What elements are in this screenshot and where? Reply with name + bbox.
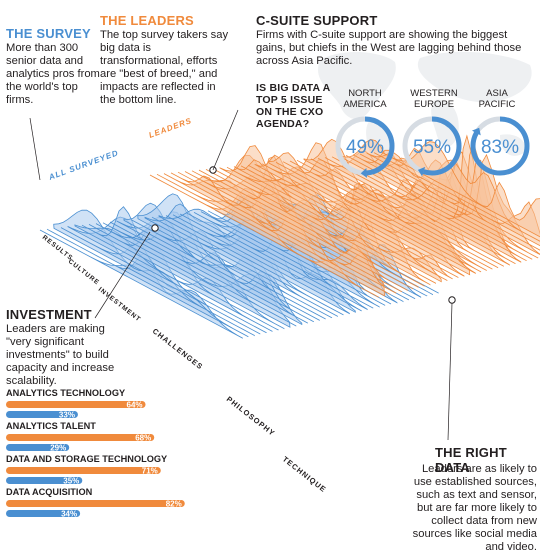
- investment-text: Leaders are making "very significant inv…: [6, 323, 115, 387]
- bar-leaders-2: [6, 467, 161, 474]
- bar-value-label-all-surveyed-0: 33%: [59, 410, 75, 419]
- ridge-series-label-all-surveyed: ALL SURVEYED: [47, 148, 120, 182]
- bar-all-surveyed-1: [6, 444, 70, 451]
- bar-value-label-leaders-1: 68%: [135, 433, 151, 442]
- donut-arrow-1: [417, 166, 426, 177]
- csuite-text: Firms with C-suite support are showing t…: [256, 29, 522, 67]
- bar-category-label-1: ANALYTICS TALENT: [6, 421, 96, 431]
- donut-arc-1: [402, 116, 462, 176]
- region-label-north-america: NORTH AMERICA: [343, 88, 387, 110]
- leaders-text: The top survey takers say big data is tr…: [100, 29, 229, 106]
- bar-value-label-leaders-2: 71%: [142, 466, 158, 475]
- bar-category-label-0: ANALYTICS TECHNOLOGY: [6, 388, 125, 398]
- donut-value-label-1: 55%: [413, 137, 451, 158]
- investment-title: INVESTMENT: [6, 307, 92, 322]
- ridge-category-label-results: RESULTS: [41, 234, 74, 262]
- donut-arc-0: [335, 116, 395, 176]
- ridge-category-label-challenges: CHALLENGES: [151, 326, 205, 371]
- bar-all-surveyed-2: [6, 477, 83, 484]
- cxo-question: IS BIG DATA A TOP 5 ISSUE ON THE CXO AGE…: [256, 82, 330, 130]
- ridge-category-label-culture: CULTURE: [67, 258, 101, 287]
- bar-all-surveyed-0: [6, 411, 78, 418]
- ridgeline-chart: ALL SURVEYEDLEADERSRESULTSCULTUREINVESTM…: [29, 109, 540, 494]
- bar-leaders-1: [6, 434, 155, 441]
- bar-all-surveyed-3: [6, 510, 81, 517]
- leaders-title: THE LEADERS: [100, 13, 194, 28]
- ridge-series-label-leaders: LEADERS: [148, 116, 194, 140]
- bar-value-label-all-surveyed-2: 35%: [63, 476, 79, 485]
- bar-value-label-all-surveyed-3: 34%: [61, 509, 77, 518]
- callout-marker-1: [448, 296, 456, 304]
- callout-marker-2: [151, 224, 159, 232]
- bar-value-label-leaders-3: 82%: [166, 499, 182, 508]
- bar-value-label-all-surveyed-1: 29%: [50, 443, 66, 452]
- callout-line-3: [447, 302, 453, 441]
- region-label-asia-pacific: ASIA PACIFIC: [478, 88, 516, 110]
- bar-category-label-3: DATA ACQUISITION: [6, 487, 93, 497]
- callout-line-1: [212, 109, 239, 171]
- cxo-donut-rings: 49% 55% 83%: [335, 116, 530, 178]
- right-data-title: THE RIGHT DATA: [435, 445, 507, 475]
- bar-value-label-leaders-0: 64%: [127, 400, 143, 409]
- csuite-title: C-SUITE SUPPORT: [256, 13, 378, 28]
- donut-value-label-0: 49%: [346, 137, 384, 158]
- ridge-category-label-philosophy: PHILOSOPHY: [225, 394, 277, 438]
- right-data-text: Leaders are as likely to use established…: [412, 463, 537, 553]
- survey-text: More than 300 senior data and analytics …: [6, 42, 100, 106]
- bar-leaders-0: [6, 401, 146, 408]
- donut-value-label-2: 83%: [481, 137, 519, 158]
- donut-arc-2: [470, 116, 530, 176]
- callout-line-0: [29, 117, 41, 181]
- donut-arrow-2: [471, 127, 481, 136]
- donut-arrow-0: [360, 167, 368, 178]
- bar-category-label-2: DATA AND STORAGE TECHNOLOGY: [6, 454, 167, 464]
- survey-title: THE SURVEY: [6, 26, 91, 41]
- ridge-category-label-technique: TECHNIQUE: [281, 454, 328, 494]
- region-label-western-europe: WESTERN EUROPE: [410, 88, 458, 110]
- callout-line-2: [94, 231, 151, 319]
- bar-leaders-3: [6, 500, 185, 507]
